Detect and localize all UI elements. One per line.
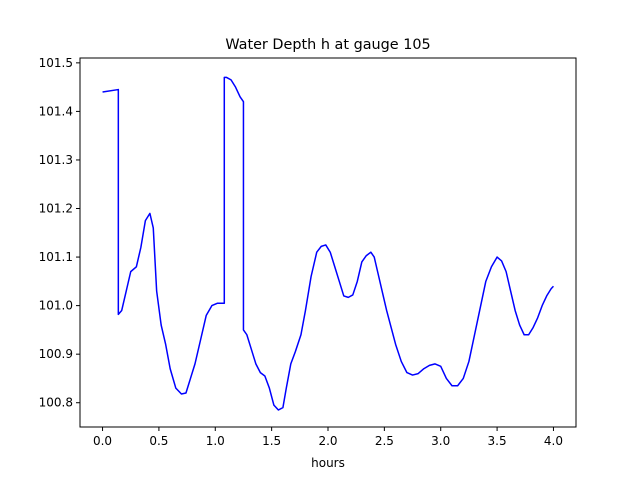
y-tick-label: 100.8 bbox=[39, 396, 73, 410]
y-tick-label: 101.3 bbox=[39, 153, 73, 167]
series-layer bbox=[102, 76, 555, 411]
x-tick-label: 0.0 bbox=[93, 434, 112, 448]
chart-title: Water Depth h at gauge 105 bbox=[225, 37, 430, 53]
x-tick-label: 2.0 bbox=[318, 434, 337, 448]
x-tick-label: 4.0 bbox=[544, 434, 563, 448]
x-tick-label: 0.5 bbox=[149, 434, 168, 448]
y-tick-label: 101.5 bbox=[39, 56, 73, 70]
series-line bbox=[102, 76, 555, 411]
x-tick-label: 1.5 bbox=[262, 434, 281, 448]
y-tick-label: 100.9 bbox=[39, 347, 73, 361]
x-tick-label: 1.0 bbox=[206, 434, 225, 448]
y-axis: 100.8 100.9 101.0 101.1 101.2 101.3 101.4 101.5 bbox=[39, 56, 80, 410]
x-tick-label: 3.0 bbox=[431, 434, 450, 448]
x-axis-label: hours bbox=[311, 456, 345, 470]
y-tick-label: 101.2 bbox=[39, 202, 73, 216]
y-tick-label: 101.4 bbox=[39, 104, 73, 118]
x-tick-label: 2.5 bbox=[375, 434, 394, 448]
x-axis: 0.0 0.5 1.0 1.5 2.0 2.5 3.0 3.5 4.0 bbox=[93, 427, 563, 448]
y-tick-label: 101.0 bbox=[39, 299, 73, 313]
y-tick-label: 101.1 bbox=[39, 250, 73, 264]
x-tick-label: 3.5 bbox=[488, 434, 507, 448]
